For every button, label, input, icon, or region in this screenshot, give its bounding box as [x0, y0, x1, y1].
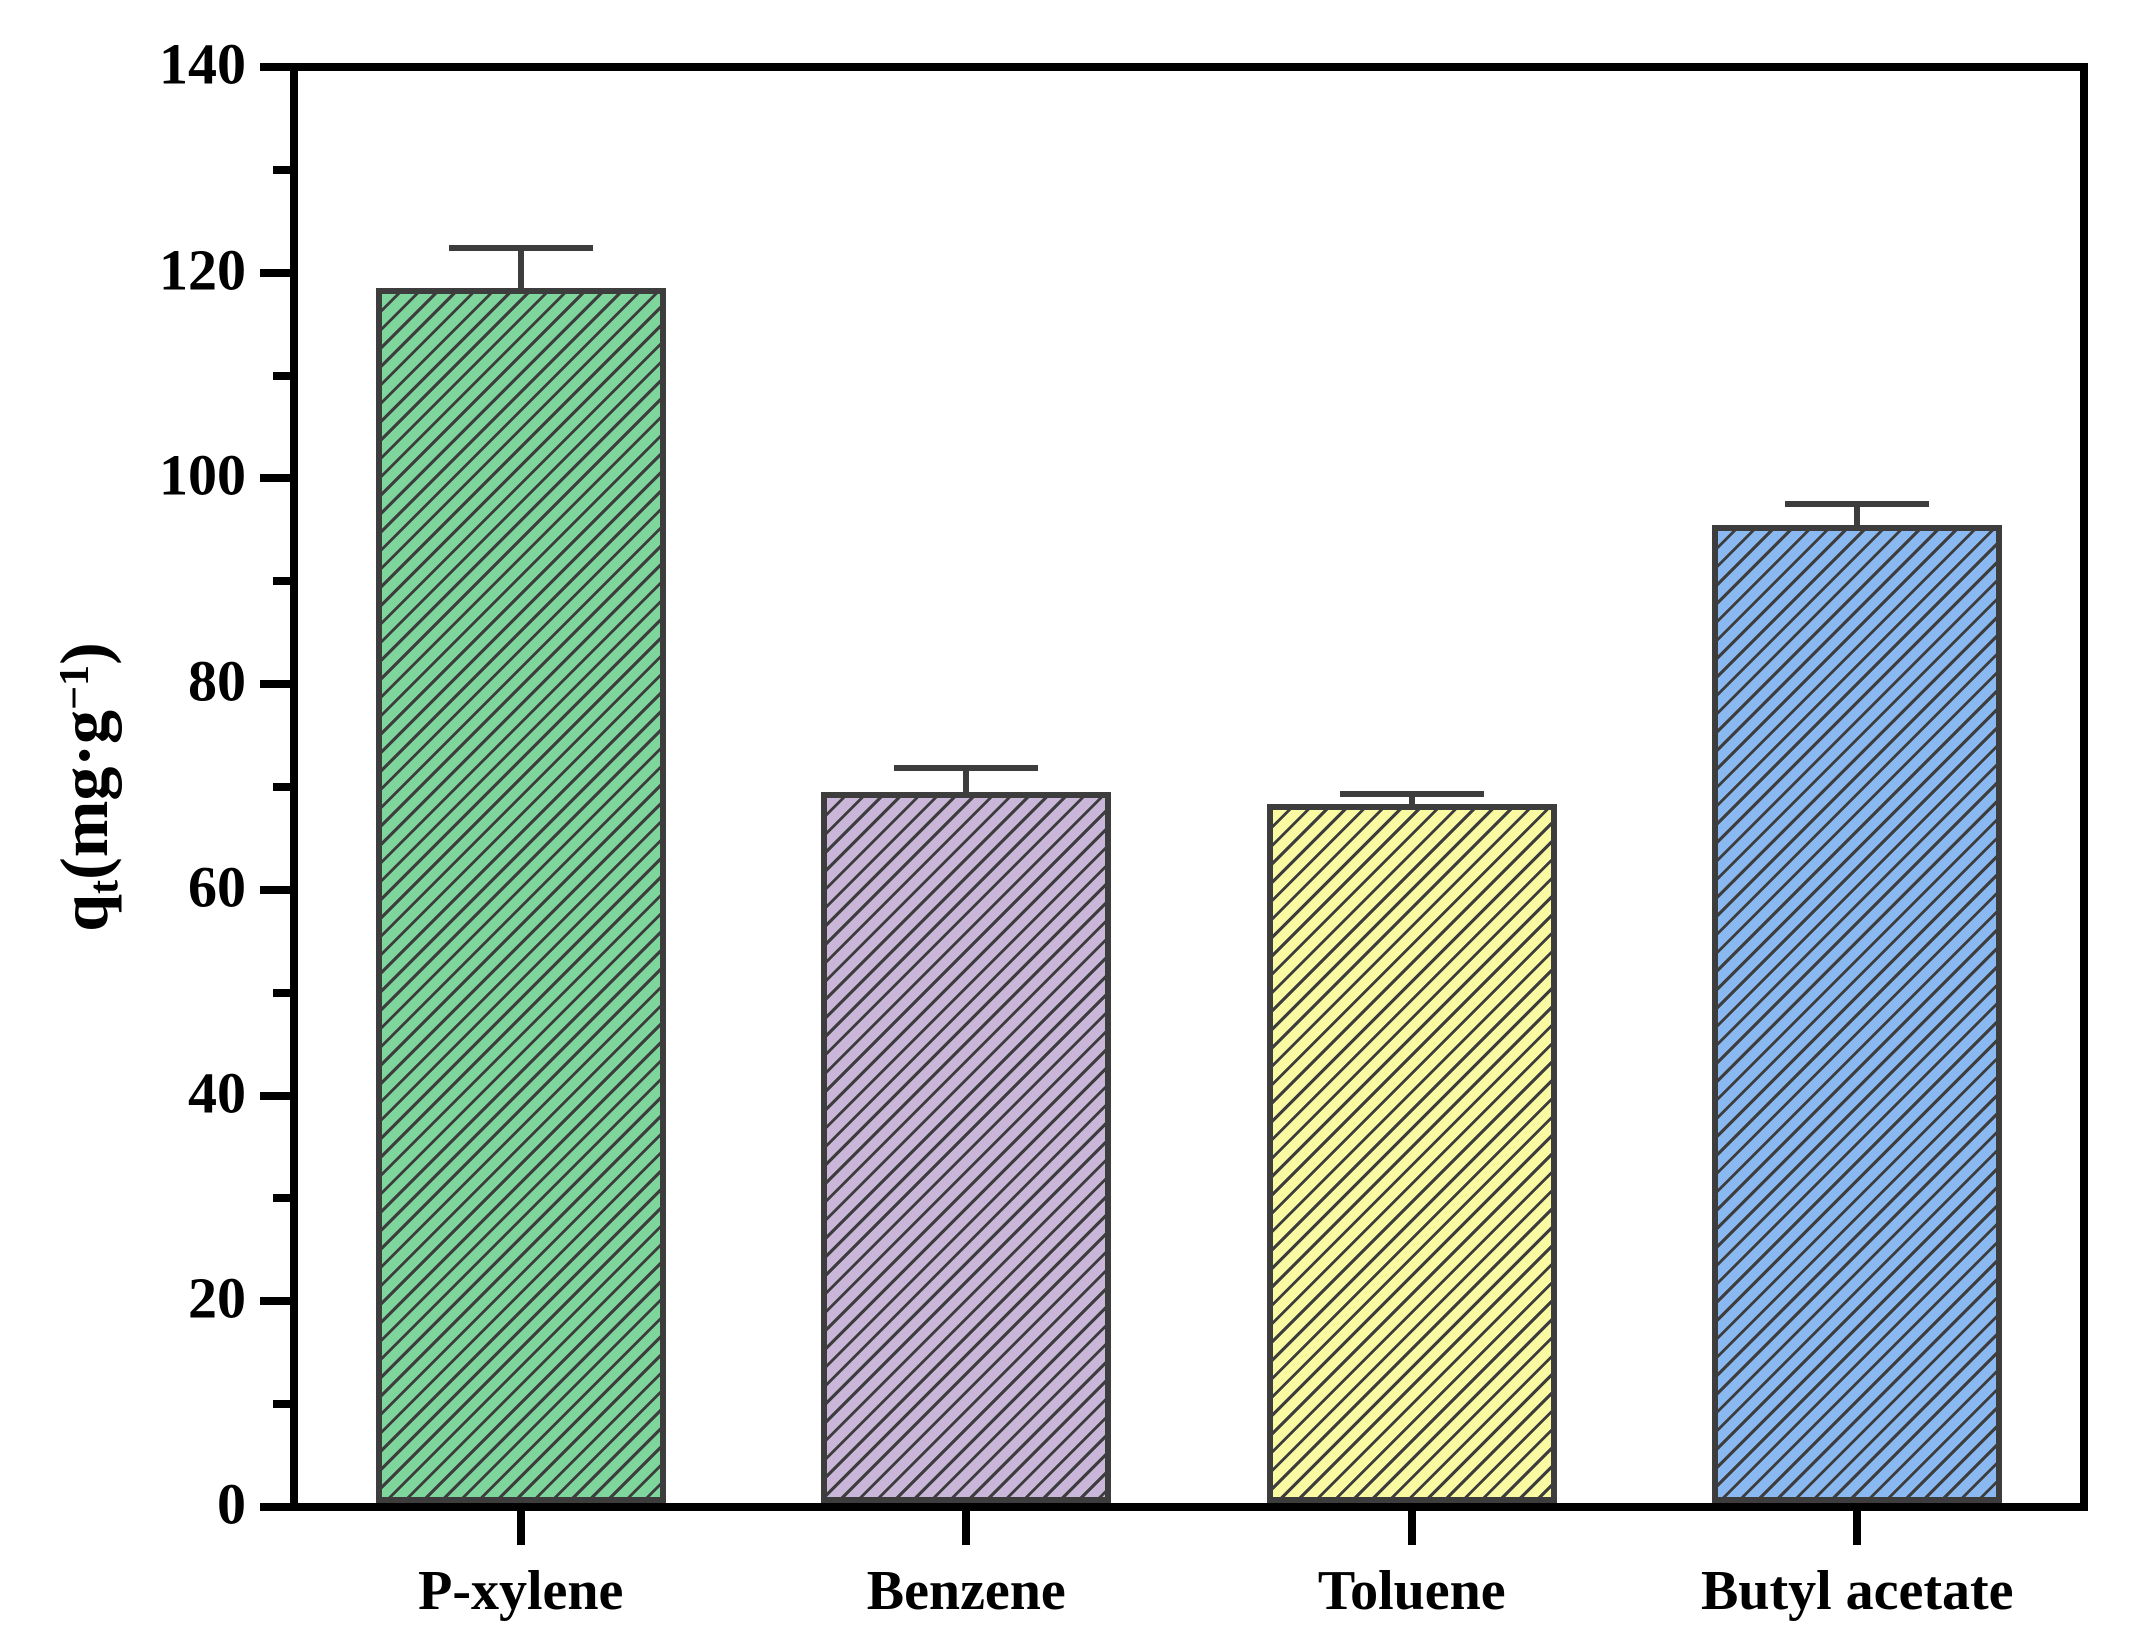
- y-minor-tick-90: [273, 577, 290, 586]
- y-axis-title-superscript: −1: [51, 664, 99, 710]
- y-tick-label-20: 20: [188, 1265, 246, 1331]
- y-major-tick-20: [260, 1297, 290, 1306]
- y-axis-title-close: ): [46, 642, 123, 665]
- x-axis-tick-butyl-acetate: [1853, 1511, 1862, 1545]
- error-bar-line-benzene: [963, 767, 970, 793]
- y-axis-title: qt(mg·g−1): [46, 642, 128, 932]
- y-tick-label-80: 80: [188, 648, 246, 714]
- y-minor-tick-50: [273, 988, 290, 997]
- error-bar-line-p-xylene: [517, 247, 524, 288]
- bar-benzene: [821, 792, 1112, 1503]
- y-major-tick-40: [260, 1091, 290, 1100]
- y-minor-tick-110: [273, 371, 290, 380]
- x-category-label-p-xylene: P-xylene: [418, 1560, 624, 1622]
- x-category-label-toluene: Toluene: [1317, 1560, 1506, 1622]
- y-minor-tick-70: [273, 783, 290, 791]
- y-major-tick-60: [260, 885, 290, 894]
- y-major-tick-80: [260, 680, 290, 689]
- y-major-tick-100: [260, 474, 290, 483]
- error-bar-line-toluene: [1408, 794, 1415, 805]
- bar-p-xylene: [375, 287, 666, 1503]
- y-minor-tick-30: [273, 1194, 290, 1203]
- y-tick-label-40: 40: [188, 1060, 246, 1126]
- y-major-tick-120: [260, 268, 290, 277]
- y-minor-tick-10: [273, 1400, 290, 1409]
- y-minor-tick-130: [273, 165, 290, 174]
- x-category-label-butyl-acetate: Butyl acetate: [1700, 1560, 2014, 1622]
- y-tick-label-60: 60: [188, 854, 246, 920]
- x-axis-tick-toluene: [1407, 1511, 1416, 1545]
- y-major-tick-0: [260, 1503, 290, 1511]
- y-tick-label-0: 0: [217, 1471, 246, 1537]
- bar-toluene: [1266, 804, 1557, 1503]
- error-bar-cap-p-xylene: [448, 244, 593, 251]
- y-axis-title-base: q: [46, 893, 123, 932]
- error-bar-cap-benzene: [894, 764, 1039, 771]
- x-axis-tick-benzene: [962, 1511, 971, 1545]
- plot-area: [290, 63, 2088, 1511]
- x-category-label-benzene: Benzene: [866, 1560, 1066, 1622]
- y-major-tick-140: [260, 63, 290, 71]
- bar-butyl-acetate: [1712, 525, 2003, 1503]
- x-axis-tick-p-xylene: [516, 1511, 525, 1545]
- error-bar-cap-butyl-acetate: [1785, 500, 1930, 507]
- y-axis-title-subscript: t: [80, 879, 128, 894]
- y-tick-label-120: 120: [159, 237, 246, 303]
- y-tick-label-100: 100: [159, 443, 246, 509]
- error-bar-cap-toluene: [1339, 791, 1484, 798]
- y-tick-label-140: 140: [159, 31, 246, 97]
- error-bar-line-butyl-acetate: [1854, 503, 1861, 526]
- y-axis-title-units: (mg·g: [46, 709, 123, 880]
